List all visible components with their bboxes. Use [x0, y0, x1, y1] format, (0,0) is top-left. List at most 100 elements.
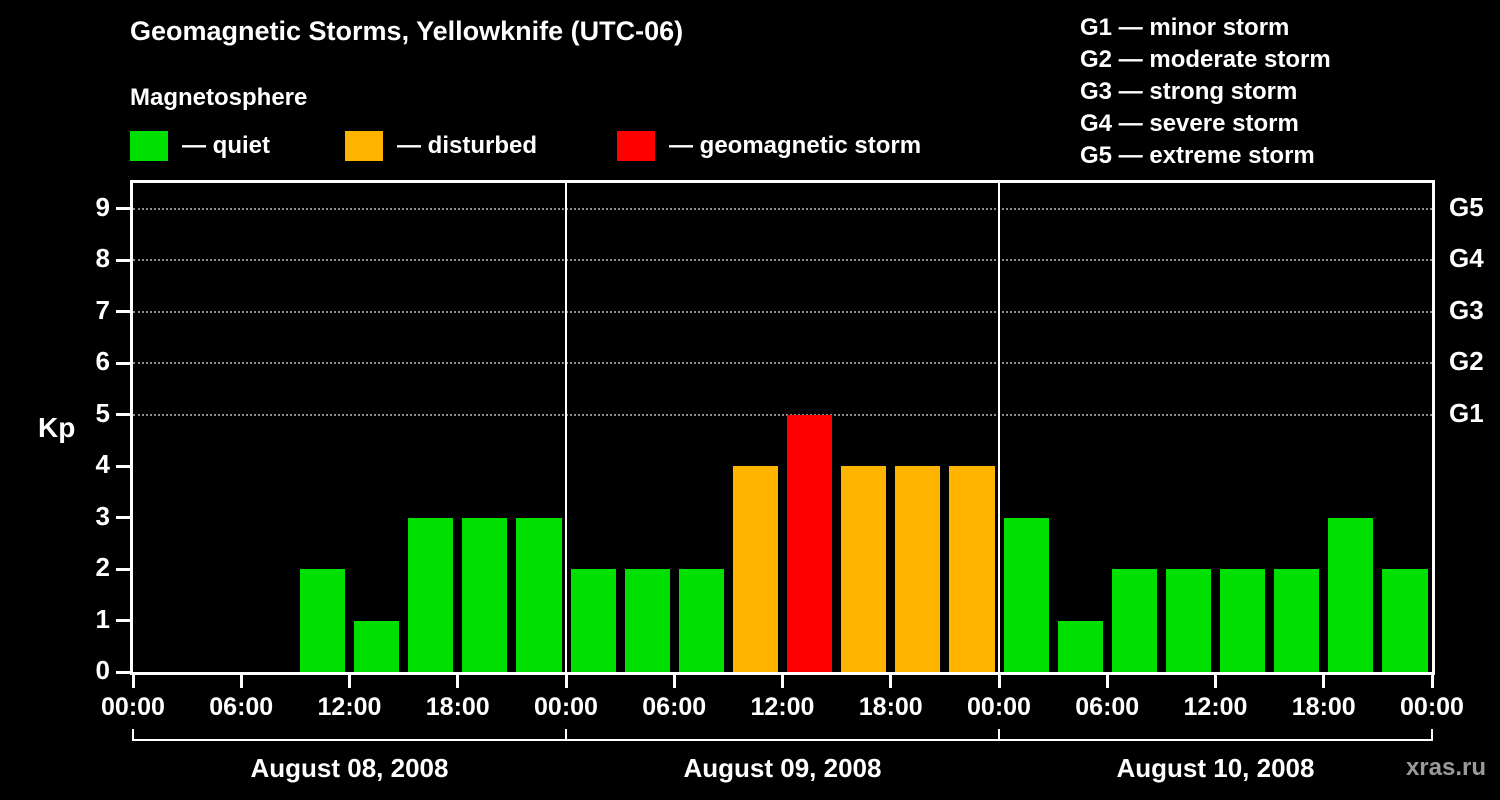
day-bracket-tick — [132, 729, 134, 741]
kp-bar — [949, 466, 995, 672]
y-tick — [116, 361, 130, 365]
day-date-label: August 09, 2008 — [683, 753, 882, 783]
y-tick-label: 8 — [95, 243, 110, 274]
kp-bar — [895, 466, 941, 672]
x-tick — [456, 675, 460, 688]
kp-bar — [1382, 569, 1428, 672]
y-tick-label: 7 — [95, 294, 110, 325]
x-tick-label: 18:00 — [425, 693, 490, 721]
kp-bar — [1057, 620, 1103, 672]
g-level-label: G2 — [1449, 346, 1484, 377]
y-axis-label: Kp — [38, 412, 76, 443]
x-tick-label: 06:00 — [1075, 693, 1140, 721]
kp-bar — [1328, 517, 1374, 672]
y-tick — [116, 619, 130, 623]
kp-bar — [732, 466, 778, 672]
x-tick-label: 18:00 — [858, 693, 923, 721]
legend-label-quiet: — quiet — [182, 132, 270, 159]
y-tick — [116, 464, 130, 468]
legend-item-quiet: — quiet — [130, 130, 270, 162]
g-scale-item: G5 — extreme storm — [1080, 142, 1315, 169]
x-tick-label: 00:00 — [967, 693, 1031, 721]
y-tick-label: 2 — [95, 552, 110, 583]
y-tick — [116, 310, 130, 314]
legend-item-storm: — geomagnetic storm — [617, 130, 921, 162]
y-tick-label: 9 — [95, 191, 110, 222]
g-scale-legend: G1 — minor storm G2 — moderate storm G3 — … — [1080, 12, 1331, 172]
gridline-kp-8 — [133, 259, 1432, 262]
kp-bar — [841, 466, 887, 672]
kp-bar — [678, 569, 724, 672]
x-tick-label: 06:00 — [209, 693, 274, 721]
day-separator — [565, 183, 567, 672]
kp-bar — [408, 517, 454, 672]
x-tick-label: 06:00 — [642, 693, 707, 721]
y-tick-label: 4 — [95, 449, 110, 480]
kp-bar — [1003, 517, 1049, 672]
y-tick-label: 1 — [95, 603, 110, 634]
kp-bar — [516, 517, 562, 672]
kp-bar — [1165, 569, 1211, 672]
x-tick-label: 00:00 — [1400, 693, 1464, 721]
x-tick-label: 00:00 — [101, 693, 165, 721]
gridline-kp-5 — [133, 413, 1432, 416]
y-tick-label: 0 — [95, 655, 110, 685]
x-tick — [348, 675, 351, 688]
g-level-label: G3 — [1449, 294, 1484, 325]
x-tick — [997, 675, 1001, 688]
g-level-label: G5 — [1449, 191, 1484, 222]
legend-item-disturbed: — disturbed — [345, 130, 537, 162]
kp-bar — [624, 569, 670, 672]
kp-bar — [570, 569, 616, 672]
x-tick-label: 12:00 — [750, 693, 815, 721]
gridline-kp-6 — [133, 362, 1432, 365]
day-bracket-tick — [565, 729, 567, 741]
watermark: xras.ru — [1405, 754, 1486, 781]
kp-bar — [787, 414, 833, 672]
gridline-kp-7 — [133, 310, 1432, 313]
chart-subtitle: Magnetosphere — [130, 84, 308, 111]
g-level-label: G1 — [1449, 397, 1484, 428]
kp-bar — [1220, 569, 1266, 672]
x-tick — [131, 675, 135, 688]
day-bracket-tick — [1431, 729, 1433, 741]
kp-bar — [462, 517, 508, 672]
day-date-label: August 08, 2008 — [250, 753, 449, 783]
x-tick-label: 00:00 — [534, 693, 598, 721]
day-date-label: August 10, 2008 — [1116, 753, 1315, 783]
kp-bar — [354, 620, 400, 672]
y-tick — [116, 413, 130, 417]
day-bracket — [1000, 739, 1431, 741]
y-tick — [116, 258, 130, 262]
x-tick — [781, 675, 784, 688]
x-tick-label: 12:00 — [317, 693, 382, 721]
kp-bar — [1111, 569, 1157, 672]
g-level-label: G4 — [1449, 243, 1484, 274]
x-tick — [889, 675, 893, 688]
chart-title: Geomagnetic Storms, Yellowknife (UTC-06) — [130, 16, 684, 46]
y-tick-label: 6 — [95, 346, 110, 377]
y-tick — [116, 567, 130, 571]
plot-area — [130, 180, 1435, 675]
x-tick — [1105, 675, 1109, 688]
gridline-kp-9 — [133, 207, 1432, 210]
x-tick — [1430, 675, 1434, 688]
x-tick — [1214, 675, 1217, 688]
day-bracket — [567, 739, 998, 741]
g-scale-item: G3 — strong storm — [1080, 78, 1298, 105]
y-tick — [116, 670, 130, 674]
kp-bar — [299, 569, 345, 672]
y-tick — [116, 207, 130, 211]
storm-swatch-icon — [617, 131, 655, 161]
quiet-swatch-icon — [130, 131, 168, 161]
x-tick-label: 18:00 — [1291, 693, 1356, 721]
x-tick — [1322, 675, 1326, 688]
x-tick — [564, 675, 568, 688]
day-bracket-tick — [998, 729, 1000, 741]
g-scale-item: G1 — minor storm — [1080, 14, 1290, 41]
g-scale-item: G4 — severe storm — [1080, 110, 1299, 137]
y-tick-label: 3 — [95, 500, 110, 531]
g-scale-item: G2 — moderate storm — [1080, 46, 1331, 73]
x-tick-label: 12:00 — [1183, 693, 1248, 721]
x-tick — [672, 675, 676, 688]
